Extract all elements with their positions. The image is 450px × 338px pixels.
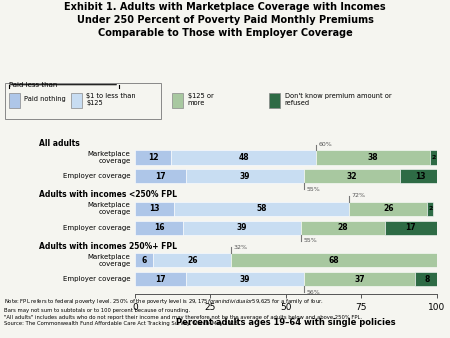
Text: 16: 16	[154, 223, 164, 232]
Text: 13: 13	[414, 172, 425, 181]
Bar	[400, 169, 440, 184]
Text: 2: 2	[428, 207, 432, 211]
Bar	[304, 169, 400, 184]
Text: Marketplace
coverage: Marketplace coverage	[88, 202, 130, 215]
FancyBboxPatch shape	[9, 93, 20, 108]
Text: 6: 6	[141, 256, 147, 265]
Text: Exhibit 1. Adults with Marketplace Coverage with Incomes
Under 250 Percent of Po: Exhibit 1. Adults with Marketplace Cover…	[64, 2, 386, 38]
Bar	[171, 150, 316, 165]
Text: 17: 17	[405, 223, 416, 232]
Text: Employer coverage: Employer coverage	[63, 225, 130, 231]
Text: 32%: 32%	[234, 245, 248, 250]
Text: Paid nothing: Paid nothing	[24, 96, 66, 102]
Text: 8: 8	[425, 275, 430, 284]
Bar	[135, 253, 153, 267]
Bar	[316, 150, 431, 165]
Text: Don't know premium amount or
refused: Don't know premium amount or refused	[284, 93, 391, 106]
Text: 72%: 72%	[351, 193, 365, 198]
Text: 37: 37	[354, 275, 365, 284]
X-axis label: Percent adults ages 19–64 with single policies: Percent adults ages 19–64 with single po…	[176, 318, 396, 327]
Text: $125 or
more: $125 or more	[188, 93, 213, 106]
Bar	[415, 272, 440, 286]
Text: 68: 68	[328, 256, 339, 265]
Text: 17: 17	[155, 172, 166, 181]
Bar	[135, 221, 183, 235]
Text: 56%: 56%	[306, 290, 320, 295]
Text: 60%: 60%	[318, 142, 332, 147]
Text: Employer coverage: Employer coverage	[63, 276, 130, 282]
Bar	[186, 169, 304, 184]
Text: Marketplace
coverage: Marketplace coverage	[88, 151, 130, 164]
Text: 12: 12	[148, 153, 158, 162]
Text: $1 to less than
$125: $1 to less than $125	[86, 93, 136, 106]
Bar	[153, 253, 231, 267]
Text: 32: 32	[347, 172, 357, 181]
Text: 2: 2	[431, 155, 436, 160]
Text: 28: 28	[338, 223, 348, 232]
Text: 26: 26	[383, 204, 393, 213]
Text: Employer coverage: Employer coverage	[63, 173, 130, 179]
Text: Note: FPL refers to federal poverty level. 250% of the poverty level is $29,175 : Note: FPL refers to federal poverty leve…	[4, 297, 363, 326]
Text: 39: 39	[237, 223, 248, 232]
FancyBboxPatch shape	[269, 93, 280, 108]
Text: Adults with incomes 250%+ FPL: Adults with incomes 250%+ FPL	[39, 242, 176, 250]
Text: Marketplace
coverage: Marketplace coverage	[88, 254, 130, 267]
Bar	[304, 272, 415, 286]
Text: 48: 48	[238, 153, 249, 162]
Bar	[183, 221, 301, 235]
Text: Adults with incomes <250% FPL: Adults with incomes <250% FPL	[39, 190, 176, 199]
Bar	[385, 221, 436, 235]
Bar	[301, 221, 385, 235]
Text: Paid less than: Paid less than	[9, 82, 57, 88]
Bar	[349, 202, 427, 216]
Text: All adults: All adults	[39, 139, 79, 148]
Text: 58: 58	[256, 204, 267, 213]
Bar	[431, 150, 436, 165]
Text: 55%: 55%	[306, 187, 320, 192]
Bar	[135, 202, 174, 216]
Text: 13: 13	[149, 204, 160, 213]
Text: 39: 39	[240, 275, 250, 284]
Bar	[428, 202, 433, 216]
Bar	[135, 169, 186, 184]
Bar	[135, 150, 171, 165]
FancyBboxPatch shape	[71, 93, 82, 108]
Text: 17: 17	[155, 275, 166, 284]
FancyBboxPatch shape	[172, 93, 183, 108]
Text: 39: 39	[240, 172, 250, 181]
Bar	[186, 272, 304, 286]
Text: 26: 26	[187, 256, 198, 265]
Bar	[231, 253, 436, 267]
Bar	[135, 272, 186, 286]
Text: 55%: 55%	[303, 238, 317, 243]
Bar	[174, 202, 349, 216]
Text: 38: 38	[368, 153, 378, 162]
